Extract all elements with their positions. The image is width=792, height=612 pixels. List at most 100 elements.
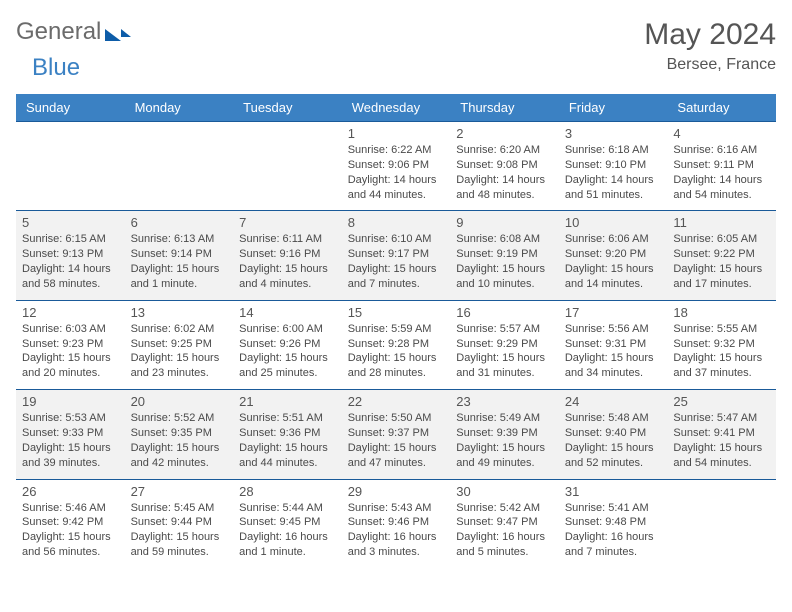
day-number: 14 [239, 305, 336, 320]
sunset-text: Sunset: 9:08 PM [456, 158, 553, 173]
sunrise-text: Sunrise: 5:55 AM [673, 322, 770, 337]
day-number: 2 [456, 126, 553, 141]
daylight-text: Daylight: 15 hours and 34 minutes. [565, 351, 662, 381]
sunrise-text: Sunrise: 6:22 AM [348, 143, 445, 158]
weekday-label: Saturday [667, 94, 776, 121]
day-info: Sunrise: 6:10 AMSunset: 9:17 PMDaylight:… [348, 232, 445, 291]
day-number: 15 [348, 305, 445, 320]
daylight-text: Daylight: 15 hours and 56 minutes. [22, 530, 119, 560]
sunrise-text: Sunrise: 6:13 AM [131, 232, 228, 247]
sunrise-text: Sunrise: 6:16 AM [673, 143, 770, 158]
sunset-text: Sunset: 9:22 PM [673, 247, 770, 262]
title-block: May 2024 Bersee, France [644, 18, 776, 74]
sail-icon [121, 29, 131, 37]
day-number: 9 [456, 215, 553, 230]
day-number: 27 [131, 484, 228, 499]
day-info: Sunrise: 6:20 AMSunset: 9:08 PMDaylight:… [456, 143, 553, 202]
weekday-label: Tuesday [233, 94, 342, 121]
day-number: 31 [565, 484, 662, 499]
day-number: 28 [239, 484, 336, 499]
daylight-text: Daylight: 15 hours and 37 minutes. [673, 351, 770, 381]
day-info: Sunrise: 5:46 AMSunset: 9:42 PMDaylight:… [22, 501, 119, 560]
sunset-text: Sunset: 9:06 PM [348, 158, 445, 173]
calendar-cell: 22Sunrise: 5:50 AMSunset: 9:37 PMDayligh… [342, 389, 451, 478]
sunset-text: Sunset: 9:35 PM [131, 426, 228, 441]
sunrise-text: Sunrise: 5:49 AM [456, 411, 553, 426]
day-info: Sunrise: 6:06 AMSunset: 9:20 PMDaylight:… [565, 232, 662, 291]
sunset-text: Sunset: 9:36 PM [239, 426, 336, 441]
daylight-text: Daylight: 14 hours and 48 minutes. [456, 173, 553, 203]
daylight-text: Daylight: 15 hours and 52 minutes. [565, 441, 662, 471]
daylight-text: Daylight: 16 hours and 3 minutes. [348, 530, 445, 560]
calendar-cell: 4Sunrise: 6:16 AMSunset: 9:11 PMDaylight… [667, 121, 776, 210]
daylight-text: Daylight: 15 hours and 23 minutes. [131, 351, 228, 381]
day-number: 17 [565, 305, 662, 320]
day-info: Sunrise: 5:45 AMSunset: 9:44 PMDaylight:… [131, 501, 228, 560]
calendar-cell: 12Sunrise: 6:03 AMSunset: 9:23 PMDayligh… [16, 300, 125, 389]
daylight-text: Daylight: 16 hours and 7 minutes. [565, 530, 662, 560]
sunset-text: Sunset: 9:14 PM [131, 247, 228, 262]
day-number: 1 [348, 126, 445, 141]
sunrise-text: Sunrise: 6:00 AM [239, 322, 336, 337]
day-info: Sunrise: 6:03 AMSunset: 9:23 PMDaylight:… [22, 322, 119, 381]
daylight-text: Daylight: 15 hours and 7 minutes. [348, 262, 445, 292]
sunset-text: Sunset: 9:19 PM [456, 247, 553, 262]
calendar-cell: 31 Sunrise: 5:41 AMSunset: 9:48 PMDayligh… [559, 479, 668, 568]
calendar-cell: 8Sunrise: 6:10 AMSunset: 9:17 PMDaylight… [342, 210, 451, 299]
day-number: 3 [565, 126, 662, 141]
sunrise-text: Sunrise: 5:46 AM [22, 501, 119, 516]
day-info: Sunrise: 6:11 AMSunset: 9:16 PMDaylight:… [239, 232, 336, 291]
sunset-text: Sunset: 9:28 PM [348, 337, 445, 352]
calendar-cell: 21 Sunrise: 5:51 AMSunset: 9:36 PMDayligh… [233, 389, 342, 478]
calendar-cell: 19Sunrise: 5:53 AMSunset: 9:33 PMDayligh… [16, 389, 125, 478]
daylight-text: Daylight: 15 hours and 39 minutes. [22, 441, 119, 471]
sunrise-text: Sunrise: 5:41 AM [565, 501, 662, 516]
daylight-text: Daylight: 15 hours and 42 minutes. [131, 441, 228, 471]
sunrise-text: Sunrise: 5:57 AM [456, 322, 553, 337]
day-number: 4 [673, 126, 770, 141]
day-info: Sunrise: 5:41 AMSunset: 9:48 PMDaylight:… [565, 501, 662, 560]
day-number: 18 [673, 305, 770, 320]
calendar-cell: 16Sunrise: 5:57 AMSunset: 9:29 PMDayligh… [450, 300, 559, 389]
calendar-cell: 1Sunrise: 6:22 AMSunset: 9:06 PMDaylight… [342, 121, 451, 210]
month-title: May 2024 [644, 18, 776, 52]
sunrise-text: Sunrise: 5:52 AM [131, 411, 228, 426]
day-info: Sunrise: 5:49 AMSunset: 9:39 PMDaylight:… [456, 411, 553, 470]
sail-icon [105, 29, 121, 41]
daylight-text: Daylight: 16 hours and 5 minutes. [456, 530, 553, 560]
day-info: Sunrise: 6:13 AMSunset: 9:14 PMDaylight:… [131, 232, 228, 291]
day-info: Sunrise: 5:51 AMSunset: 9:36 PMDaylight:… [239, 411, 336, 470]
sunset-text: Sunset: 9:29 PM [456, 337, 553, 352]
sunrise-text: Sunrise: 5:43 AM [348, 501, 445, 516]
sunrise-text: Sunrise: 5:44 AM [239, 501, 336, 516]
calendar-cell: 7Sunrise: 6:11 AMSunset: 9:16 PMDaylight… [233, 210, 342, 299]
day-info: Sunrise: 6:05 AMSunset: 9:22 PMDaylight:… [673, 232, 770, 291]
sunset-text: Sunset: 9:40 PM [565, 426, 662, 441]
calendar-cell: 27 Sunrise: 5:45 AMSunset: 9:44 PMDayligh… [125, 479, 234, 568]
day-number: 19 [22, 394, 119, 409]
calendar-cell: 9Sunrise: 6:08 AMSunset: 9:19 PMDaylight… [450, 210, 559, 299]
sunset-text: Sunset: 9:20 PM [565, 247, 662, 262]
sunset-text: Sunset: 9:23 PM [22, 337, 119, 352]
day-number: 16 [456, 305, 553, 320]
daylight-text: Daylight: 14 hours and 58 minutes. [22, 262, 119, 292]
day-info: Sunrise: 5:55 AMSunset: 9:32 PMDaylight:… [673, 322, 770, 381]
calendar-cell: 11 Sunrise: 6:05 AMSunset: 9:22 PMDayligh… [667, 210, 776, 299]
sunrise-text: Sunrise: 6:20 AM [456, 143, 553, 158]
calendar-cell [125, 121, 234, 210]
calendar-cell: 18 Sunrise: 5:55 AMSunset: 9:32 PMDayligh… [667, 300, 776, 389]
daylight-text: Daylight: 14 hours and 54 minutes. [673, 173, 770, 203]
day-number: 24 [565, 394, 662, 409]
weekday-label: Monday [125, 94, 234, 121]
sunrise-text: Sunrise: 5:50 AM [348, 411, 445, 426]
sunset-text: Sunset: 9:26 PM [239, 337, 336, 352]
sunrise-text: Sunrise: 6:15 AM [22, 232, 119, 247]
day-number: 21 [239, 394, 336, 409]
weekday-header: Sunday Monday Tuesday Wednesday Thursday… [16, 94, 776, 121]
day-number: 20 [131, 394, 228, 409]
sunset-text: Sunset: 9:46 PM [348, 515, 445, 530]
day-number: 11 [673, 215, 770, 230]
calendar-cell: 30Sunrise: 5:42 AMSunset: 9:47 PMDayligh… [450, 479, 559, 568]
sunset-text: Sunset: 9:17 PM [348, 247, 445, 262]
sunrise-text: Sunrise: 6:05 AM [673, 232, 770, 247]
